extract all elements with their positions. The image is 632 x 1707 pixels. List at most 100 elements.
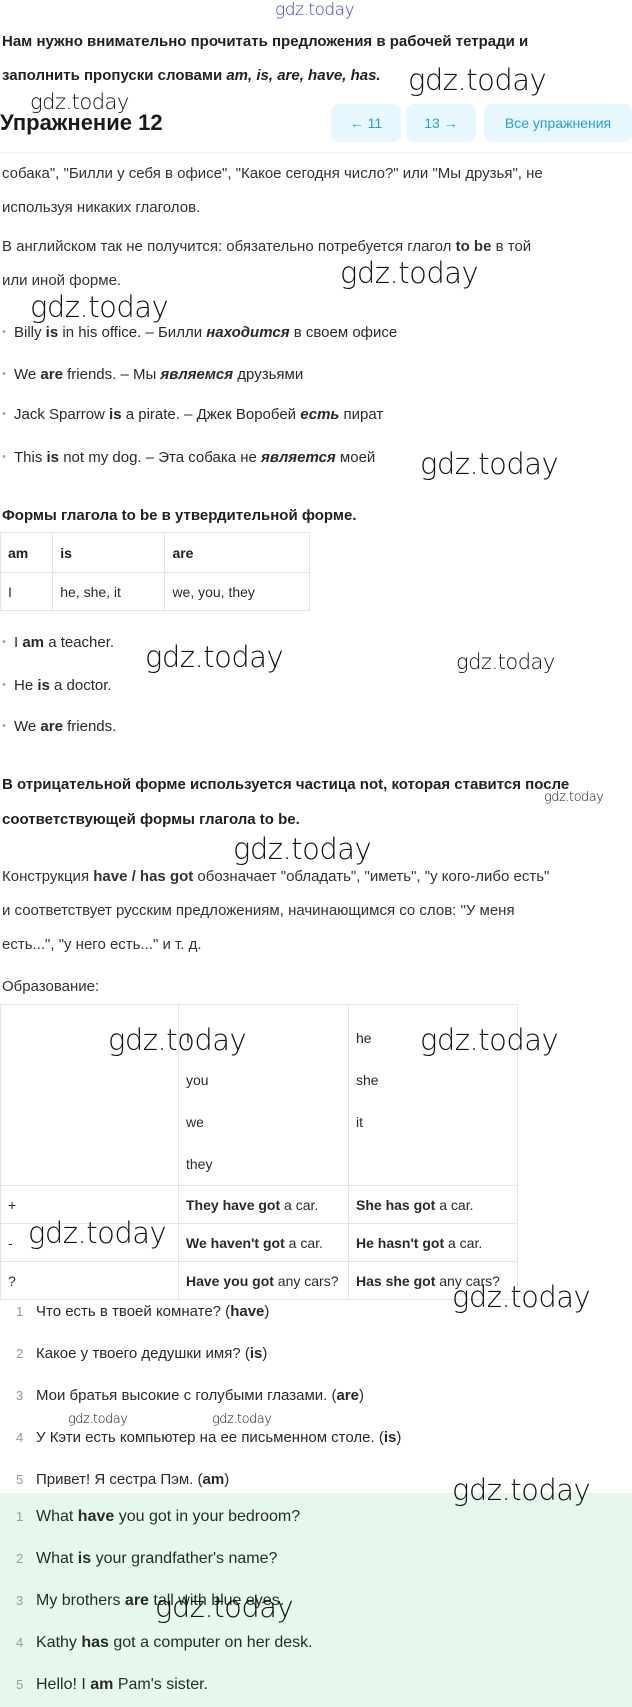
text: есть [300, 406, 340, 423]
text: I [14, 634, 23, 651]
table-row: + They have got a car. She has got a car. [0, 1185, 518, 1224]
example-item: We are friends. [2, 718, 117, 735]
text: is [109, 406, 122, 423]
text: + [8, 1196, 17, 1213]
text: are [124, 1592, 149, 1609]
t: обозначает "обладать", "иметь", "у кого-… [193, 868, 550, 885]
t: to be [455, 238, 492, 255]
text: a teacher. [44, 634, 115, 651]
all-exercises-button[interactable]: Все упражнения [484, 104, 632, 142]
prev-exercise-button[interactable]: ← 11 [331, 104, 401, 142]
example-item: Jack Sparrow is a pirate. – Джек Воробей… [2, 406, 384, 423]
text: ) [359, 1387, 364, 1404]
item-number: 5 [16, 1472, 24, 1487]
text: They have got [186, 1196, 281, 1213]
table-row: ? Have you got any cars? Has she got any c… [0, 1261, 518, 1300]
have-line3: есть...", "у него есть..." и т. д. [2, 936, 202, 953]
text: not my dog. – Эта собака не [59, 449, 262, 466]
watermark: gdz.today [145, 640, 284, 674]
text: they [186, 1156, 213, 1172]
text: Привет! Я сестра Пэм. ( [36, 1471, 203, 1488]
item-number: 2 [16, 1551, 24, 1566]
text: Jack Sparrow [14, 406, 110, 423]
text: Hello! I [36, 1676, 91, 1693]
text: got a computer on her desk. [108, 1634, 313, 1651]
t: в той [491, 238, 532, 255]
watermark: gdz.today [420, 1023, 559, 1057]
td: we, you, they [164, 572, 310, 611]
text: What [36, 1508, 78, 1525]
text: is [45, 324, 59, 341]
item-number: 1 [16, 1509, 24, 1524]
text: are [40, 366, 63, 383]
item-number: 4 [16, 1430, 24, 1445]
watermark: gdz.today [108, 1023, 247, 1057]
watermark: gdz.today [212, 1412, 272, 1427]
text: a pirate. – Джек Воробей [121, 406, 301, 423]
text: пират [339, 406, 384, 423]
example-item: We are friends. – Мы являемся друзьями [2, 366, 304, 383]
text: she [356, 1072, 379, 1088]
formation-label: Образование: [2, 978, 100, 995]
text: your grandfather's name? [91, 1550, 278, 1567]
watermark: gdz.today [456, 650, 555, 674]
example-item: He is a doctor. [2, 677, 112, 694]
watermark: gdz.today [233, 832, 372, 866]
text: a car. [444, 1234, 483, 1251]
text: is [383, 1429, 397, 1446]
td: I [0, 572, 54, 611]
item-number: 1 [16, 1304, 24, 1319]
text: friends. [62, 718, 117, 735]
item-number: 5 [16, 1677, 24, 1692]
intro-words: am, is, are, have, has. [226, 67, 381, 84]
text: am [22, 634, 45, 651]
watermark: gdz.today [30, 290, 169, 324]
watermark: gdz.today [28, 1216, 167, 1250]
forms-heading: Формы глагола to be в утвердительной фор… [2, 507, 357, 524]
th: are [164, 532, 310, 573]
answer-item: 1 What have you got in your bedroom? [16, 1508, 300, 1526]
next-exercise-button[interactable]: 13 → [406, 104, 476, 142]
text: are [336, 1387, 359, 1404]
have-line2: и соответствует русским предложениям, на… [2, 902, 515, 919]
text: We [14, 366, 41, 383]
example-item: This is not my dog. – Эта собака не явля… [2, 449, 375, 466]
answers-panel: 1 What have you got in your bedroom? 2 What… [0, 1493, 632, 1707]
text: My brothers [36, 1592, 125, 1609]
table-row: - We haven't got a car. He hasn't got a ca… [0, 1223, 518, 1262]
text: This [14, 449, 47, 466]
t: Конструкция [2, 868, 94, 885]
item-number: 4 [16, 1635, 24, 1650]
text: are [40, 718, 63, 735]
para1-line1: собака", "Билли у себя в офисе", "Какое … [2, 165, 543, 182]
text: tall with blue eyes. [148, 1592, 285, 1609]
page-title: Упражнение 12 [0, 110, 163, 135]
item-number: 2 [16, 1346, 24, 1361]
text: He hasn't got [356, 1234, 445, 1251]
text: Мои братья высокие с голубыми глазами. ( [36, 1387, 337, 1404]
watermark: gdz.today [452, 1280, 591, 1314]
text: We [14, 718, 41, 735]
intro-text: заполнить пропуски словами [2, 67, 227, 84]
text: У Кэти есть компьютер на ее письменном с… [36, 1429, 384, 1446]
divider [0, 152, 632, 153]
text: you [186, 1072, 209, 1088]
text: a car. [280, 1196, 319, 1213]
text: is [37, 677, 50, 694]
text: has [81, 1634, 109, 1651]
intro-line2: заполнить пропуски словами am, is, are, … [2, 67, 381, 84]
text: am [202, 1471, 225, 1488]
text: - [8, 1234, 13, 1251]
item-number: 3 [16, 1388, 24, 1403]
text: any cars? [273, 1272, 339, 1289]
text: ) [262, 1345, 268, 1362]
negative-line1: В отрицательной форме используется части… [2, 776, 570, 793]
text: ) [224, 1471, 230, 1488]
text: друзьями [233, 366, 304, 383]
para2-line1: В английском так не получится: обязатель… [2, 238, 531, 255]
text: Has she got [356, 1272, 436, 1289]
watermark: gdz.today [452, 1473, 591, 1507]
subjects-has: he she it [348, 1004, 518, 1186]
text: What [36, 1550, 78, 1567]
